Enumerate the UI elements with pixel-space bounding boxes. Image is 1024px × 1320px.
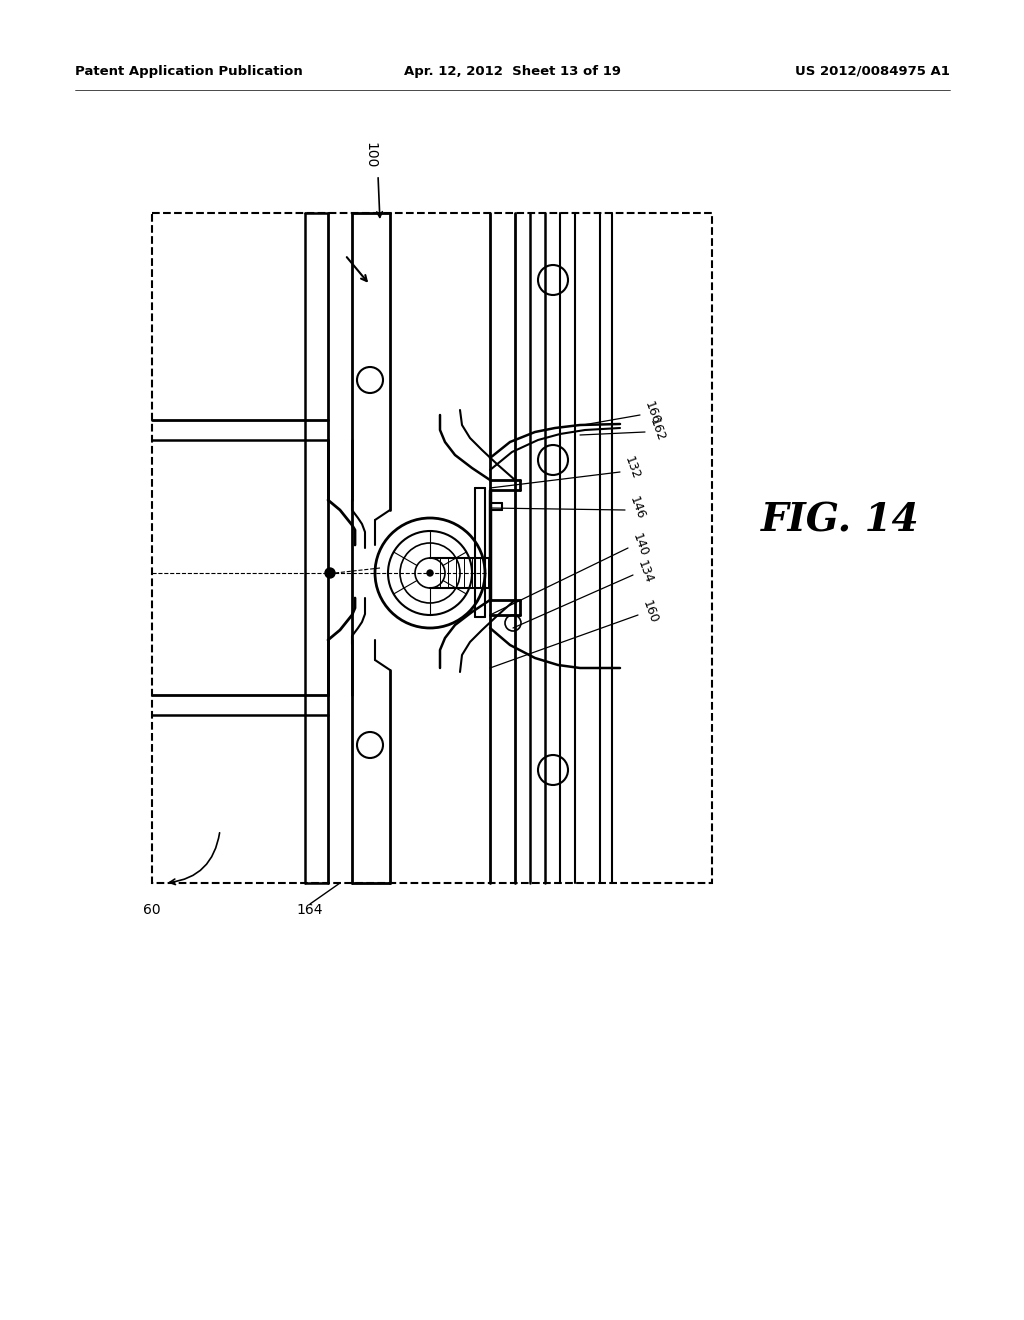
Text: Patent Application Publication: Patent Application Publication bbox=[75, 65, 303, 78]
Text: 162: 162 bbox=[647, 417, 668, 444]
Text: US 2012/0084975 A1: US 2012/0084975 A1 bbox=[795, 65, 950, 78]
Text: 160: 160 bbox=[640, 598, 660, 626]
Text: 164: 164 bbox=[297, 903, 324, 917]
Text: 60: 60 bbox=[143, 903, 161, 917]
Text: 166: 166 bbox=[642, 400, 663, 426]
Circle shape bbox=[427, 570, 433, 576]
Circle shape bbox=[325, 568, 335, 578]
Text: FIG. 14: FIG. 14 bbox=[761, 502, 920, 539]
Text: 132: 132 bbox=[622, 454, 642, 482]
Text: 100: 100 bbox=[362, 141, 377, 168]
Text: Apr. 12, 2012  Sheet 13 of 19: Apr. 12, 2012 Sheet 13 of 19 bbox=[403, 65, 621, 78]
Text: 134: 134 bbox=[635, 558, 655, 585]
Bar bbox=[152, 213, 712, 883]
Text: 140: 140 bbox=[630, 532, 650, 558]
Text: 146: 146 bbox=[627, 495, 647, 521]
